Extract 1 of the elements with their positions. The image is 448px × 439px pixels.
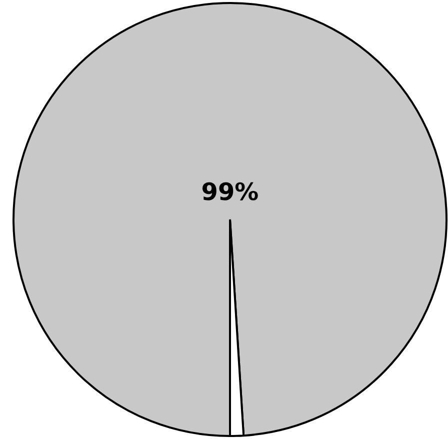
data-label: 99%: [201, 178, 259, 206]
